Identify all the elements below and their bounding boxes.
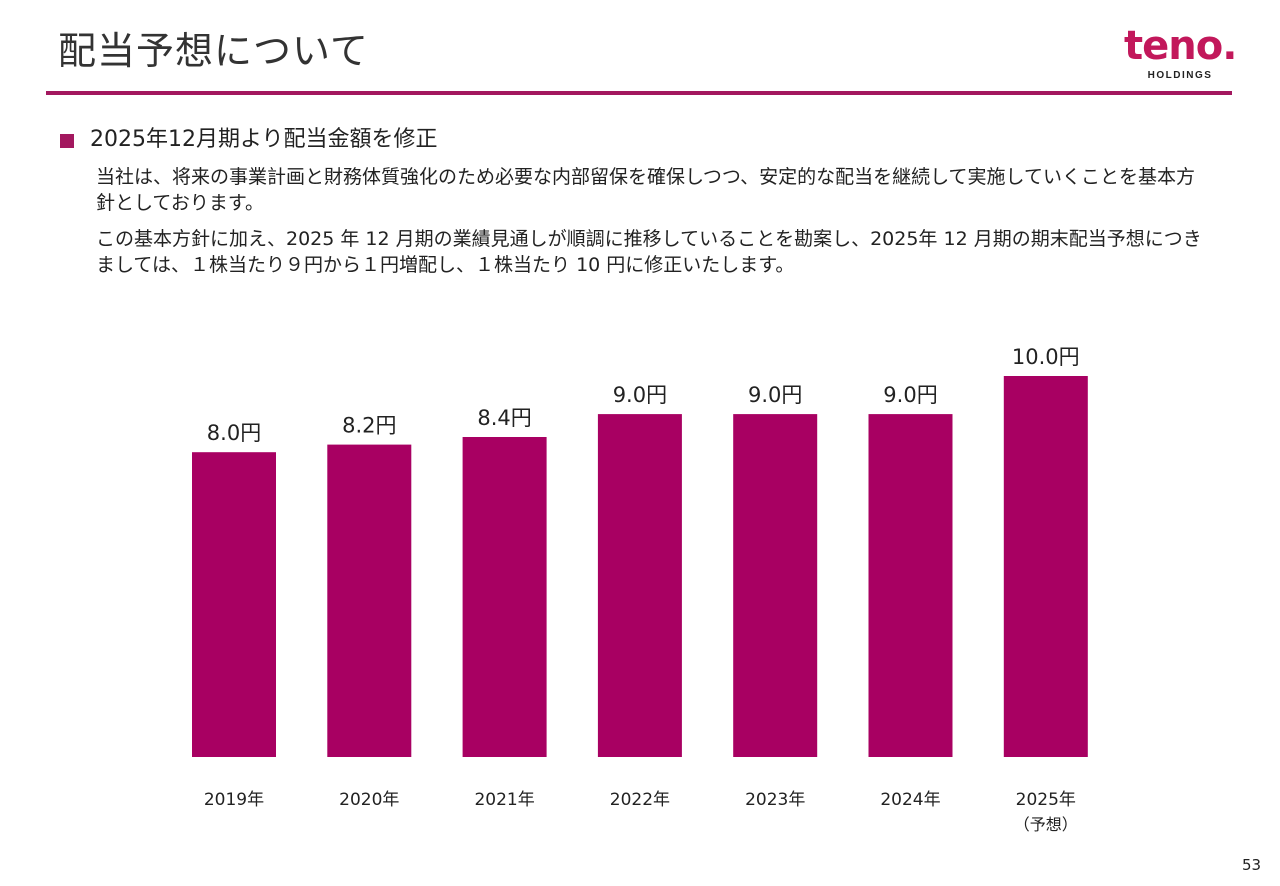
page-title: 配当予想について <box>58 29 369 73</box>
bar-1 <box>192 452 276 757</box>
data-label-5: 9.0円 <box>748 383 802 407</box>
data-label-3: 8.4円 <box>477 406 531 430</box>
section-heading: 2025年12月期より配当金額を修正 <box>90 127 438 152</box>
data-label-1: 8.0円 <box>207 421 261 445</box>
category-label-3: 2021年 <box>474 790 534 810</box>
data-label-6: 9.0円 <box>883 383 937 407</box>
bar-3 <box>462 437 547 757</box>
page-number: 53 <box>1242 856 1262 874</box>
data-label-7: 10.0円 <box>1012 345 1080 369</box>
revision-paragraph: この基本方針に加え、2025 年 12 月期の業績見通しが順調に推移していること… <box>96 228 1202 276</box>
bar-4 <box>597 414 682 757</box>
category-label-7: 2025年 <box>1016 790 1076 810</box>
bar-7 <box>1003 376 1088 757</box>
logo-wordmark: teno. <box>1124 23 1237 69</box>
category-label-1: 2019年 <box>204 790 264 810</box>
bar-6 <box>868 414 953 757</box>
bar-5 <box>733 414 818 757</box>
category-label-6: 2024年 <box>880 790 940 810</box>
bullet-square-icon <box>60 134 74 148</box>
category-label-5: 2023年 <box>745 790 805 810</box>
title-divider <box>46 91 1232 95</box>
data-label-4: 9.0円 <box>613 383 667 407</box>
data-label-2: 8.2円 <box>342 414 396 438</box>
policy-paragraph: 当社は、将来の事業計画と財務体質強化のため必要な内部留保を確保しつつ、安定的な配… <box>96 166 1195 214</box>
category-note-7: （予想） <box>1014 815 1078 834</box>
bar-2 <box>327 444 412 757</box>
category-label-2: 2020年 <box>339 790 399 810</box>
logo-subtext: HOLDINGS <box>1147 70 1213 81</box>
category-label-4: 2022年 <box>610 790 670 810</box>
company-logo: teno. HOLDINGS <box>1124 23 1237 86</box>
